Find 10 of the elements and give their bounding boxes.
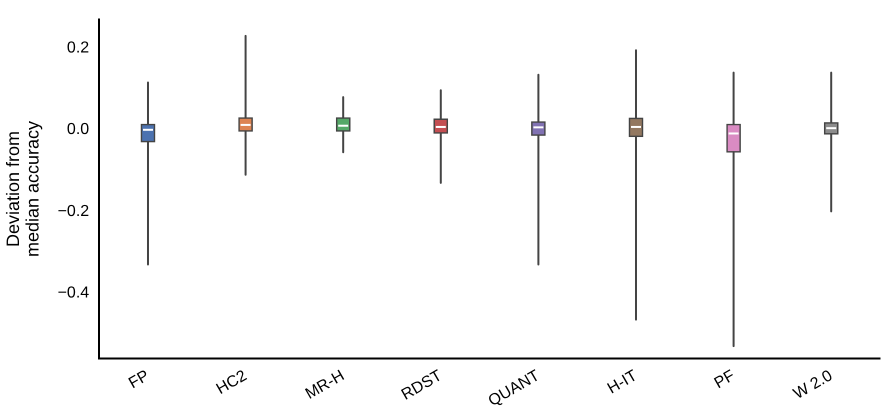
x-tick-label: PF (712, 367, 738, 392)
y-axis-title: Deviation from median accuracy (2, 120, 43, 258)
y-tick-label: −0.4 (58, 284, 90, 302)
y-tick-label: 0.2 (66, 40, 90, 57)
y-tick-label: 0.0 (66, 121, 90, 138)
x-tick-label: FP (126, 367, 152, 392)
x-tick-label: H-IT (604, 367, 640, 398)
x-tick-label: W 2.0 (790, 367, 836, 403)
x-tick-label: HC2 (214, 367, 250, 398)
y-tick-label: −0.2 (58, 202, 90, 220)
